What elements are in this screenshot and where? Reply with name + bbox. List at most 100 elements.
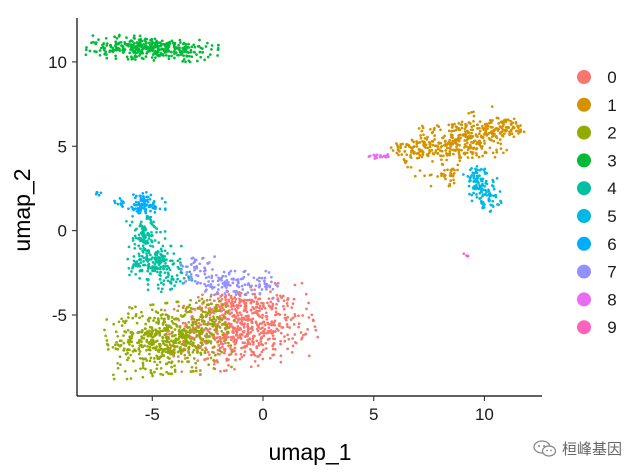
point-cluster-6 — [152, 200, 156, 203]
series-7 — [179, 255, 280, 303]
point-cluster-2 — [210, 332, 213, 335]
point-cluster-2 — [220, 318, 224, 322]
point-cluster-7 — [205, 288, 208, 292]
point-cluster-3 — [132, 36, 136, 40]
watermark: 桓峰基因 — [533, 438, 622, 459]
point-cluster-4 — [156, 283, 160, 287]
point-cluster-5 — [469, 179, 472, 182]
point-cluster-5 — [480, 190, 483, 194]
point-cluster-3 — [84, 53, 88, 57]
point-cluster-4 — [132, 255, 136, 258]
point-cluster-0 — [291, 344, 295, 348]
point-cluster-3 — [182, 48, 186, 52]
point-cluster-1 — [456, 168, 459, 172]
point-cluster-3 — [132, 50, 136, 54]
point-cluster-4 — [133, 242, 137, 246]
point-cluster-4 — [159, 247, 163, 251]
point-cluster-4 — [163, 230, 167, 233]
point-cluster-2 — [208, 310, 212, 313]
point-cluster-1 — [467, 146, 471, 150]
point-cluster-3 — [95, 50, 98, 54]
legend-item-5: 5 — [577, 207, 617, 226]
point-cluster-1 — [457, 121, 461, 125]
point-cluster-2 — [200, 307, 204, 310]
point-cluster-1 — [449, 171, 452, 175]
point-cluster-0 — [208, 298, 212, 302]
point-cluster-0 — [267, 297, 271, 301]
point-cluster-0 — [253, 360, 257, 363]
point-cluster-7 — [263, 276, 267, 280]
point-cluster-4 — [151, 265, 155, 268]
point-cluster-6 — [132, 208, 135, 212]
point-cluster-5 — [474, 167, 477, 171]
point-cluster-3 — [216, 46, 220, 50]
point-cluster-0 — [266, 329, 270, 333]
point-cluster-0 — [242, 330, 246, 334]
point-cluster-1 — [410, 149, 413, 153]
point-cluster-2 — [144, 367, 147, 371]
point-cluster-3 — [105, 53, 108, 56]
point-cluster-6 — [151, 202, 155, 206]
point-cluster-2 — [161, 373, 165, 377]
point-cluster-7 — [181, 264, 185, 268]
point-cluster-0 — [172, 307, 176, 311]
point-cluster-1 — [511, 121, 515, 125]
point-cluster-0 — [266, 301, 269, 305]
point-cluster-2 — [152, 319, 155, 322]
point-cluster-4 — [155, 260, 158, 264]
point-cluster-0 — [285, 322, 289, 326]
point-cluster-3 — [105, 56, 109, 60]
point-cluster-0 — [234, 358, 237, 362]
point-cluster-2 — [159, 372, 162, 376]
point-cluster-2 — [149, 303, 152, 307]
point-cluster-7 — [184, 265, 188, 268]
point-cluster-1 — [471, 141, 475, 145]
point-cluster-0 — [226, 304, 230, 308]
point-cluster-2 — [182, 328, 186, 332]
point-cluster-3 — [152, 59, 156, 62]
point-cluster-0 — [234, 352, 238, 356]
point-cluster-1 — [455, 145, 458, 149]
series-1 — [389, 105, 526, 188]
point-cluster-6 — [160, 197, 164, 200]
point-cluster-0 — [279, 360, 283, 364]
point-cluster-0 — [231, 302, 235, 306]
point-cluster-3 — [160, 48, 163, 51]
series-3 — [84, 33, 220, 64]
point-cluster-7 — [243, 269, 247, 273]
point-cluster-1 — [469, 134, 473, 138]
point-cluster-4 — [159, 281, 163, 285]
point-cluster-0 — [217, 297, 220, 300]
point-cluster-0 — [255, 300, 259, 304]
point-cluster-2 — [183, 335, 186, 339]
point-cluster-2 — [168, 347, 172, 350]
point-cluster-2 — [197, 299, 201, 303]
point-cluster-0 — [240, 346, 243, 350]
point-cluster-0 — [258, 333, 261, 336]
point-cluster-2 — [207, 339, 210, 343]
point-cluster-0 — [249, 308, 253, 312]
point-cluster-4 — [147, 258, 151, 261]
point-cluster-2 — [170, 326, 173, 330]
point-cluster-1 — [483, 123, 487, 126]
point-cluster-4 — [141, 235, 145, 238]
point-cluster-3 — [193, 45, 197, 49]
point-cluster-1 — [445, 158, 448, 162]
point-cluster-1 — [475, 147, 478, 151]
point-cluster-6 — [146, 200, 150, 204]
point-cluster-0 — [269, 300, 273, 304]
point-cluster-0 — [252, 307, 256, 311]
point-cluster-2 — [213, 367, 217, 371]
point-cluster-1 — [458, 159, 462, 162]
point-cluster-1 — [428, 145, 432, 149]
point-cluster-0 — [231, 335, 234, 339]
point-cluster-2 — [204, 326, 208, 330]
point-cluster-1 — [448, 150, 452, 154]
point-cluster-2 — [192, 357, 196, 360]
point-cluster-2 — [186, 356, 189, 360]
point-cluster-0 — [213, 299, 216, 303]
point-cluster-7 — [267, 271, 271, 274]
point-cluster-0 — [279, 354, 283, 358]
legend-key — [577, 97, 591, 112]
point-cluster-4 — [150, 234, 153, 237]
